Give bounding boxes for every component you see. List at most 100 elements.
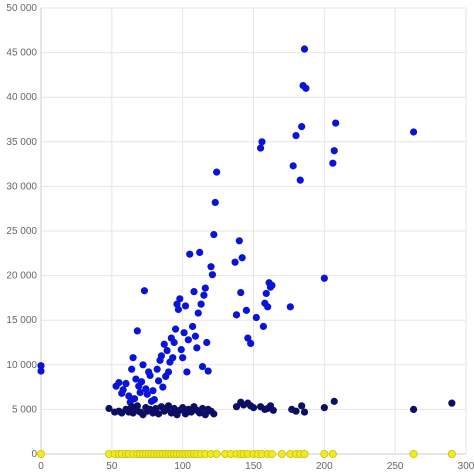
data-point (292, 131, 300, 140)
data-point (238, 254, 246, 262)
x-tick-label: 200 (316, 461, 333, 472)
tick-labels: 0 5 000 10 000 15 000 20 000 25 000 30 000 35 0… (6, 3, 474, 472)
data-point (328, 449, 337, 458)
data-point (196, 248, 204, 257)
data-point (154, 410, 163, 418)
data-point (188, 322, 197, 331)
data-point (186, 250, 194, 258)
data-point (149, 387, 157, 395)
data-point (169, 354, 177, 362)
data-point (259, 322, 268, 331)
data-point (201, 411, 209, 419)
x-tick-label: 300 (458, 461, 474, 472)
data-point (232, 311, 241, 319)
data-point (136, 388, 144, 397)
data-point (212, 449, 221, 458)
data-point (139, 361, 147, 369)
data-point (264, 303, 272, 311)
data-point (201, 284, 209, 292)
data-point (184, 336, 192, 344)
data-point (232, 403, 241, 411)
data-point (447, 449, 456, 458)
data-point (249, 404, 258, 412)
data-point (157, 352, 166, 360)
series-2 (37, 449, 456, 458)
data-point (37, 449, 46, 458)
data-point (133, 327, 141, 335)
data-point (174, 305, 183, 314)
y-tick-label: 45 000 (6, 48, 37, 59)
data-point (125, 392, 133, 400)
data-point (211, 198, 219, 207)
data-point (128, 365, 136, 373)
y-tick-label: 40 000 (6, 92, 37, 103)
data-point (143, 390, 151, 398)
data-point (133, 402, 141, 410)
data-point (235, 237, 243, 245)
data-point (37, 362, 45, 370)
y-tick-label: 10 000 (6, 360, 37, 371)
data-point (409, 405, 418, 413)
data-point (320, 404, 328, 412)
data-point (129, 354, 137, 362)
data-point (300, 408, 309, 416)
series-0 (37, 45, 418, 406)
data-point (194, 309, 202, 317)
data-point (137, 378, 146, 386)
data-point (176, 295, 184, 303)
y-tick-label: 15 000 (6, 315, 37, 326)
data-point (170, 404, 178, 413)
data-point (183, 368, 191, 376)
y-tick-label: 25 000 (6, 226, 37, 237)
data-point (191, 332, 200, 340)
x-tick-label: 100 (174, 461, 191, 472)
data-point (177, 346, 185, 354)
x-tick-label: 250 (387, 461, 404, 472)
data-point (159, 383, 167, 391)
data-point (150, 395, 158, 404)
data-point (296, 176, 304, 184)
data-point (193, 344, 201, 352)
data-point (300, 45, 309, 53)
data-point (146, 371, 154, 380)
y-tick-label: 20 000 (6, 271, 37, 282)
data-point (164, 402, 173, 410)
data-point (119, 386, 127, 394)
data-point (160, 340, 168, 348)
data-point (409, 449, 418, 458)
data-point (320, 274, 328, 282)
data-point (277, 449, 286, 458)
data-point (208, 271, 217, 279)
y-tick-label: 35 000 (6, 137, 37, 148)
data-point (37, 367, 45, 375)
data-point (171, 325, 180, 333)
data-point (140, 287, 149, 295)
data-point (298, 123, 306, 131)
data-point (204, 367, 212, 375)
data-point (330, 397, 338, 405)
data-point (187, 408, 195, 416)
data-point (237, 288, 245, 297)
data-point (190, 288, 198, 296)
data-point (269, 406, 277, 414)
data-points (37, 45, 456, 458)
data-point (247, 339, 255, 347)
data-point (198, 362, 207, 371)
data-point (210, 230, 218, 239)
data-point (258, 138, 266, 146)
data-point (332, 119, 340, 127)
data-point (300, 449, 309, 458)
data-point (197, 300, 205, 308)
data-point (448, 399, 456, 407)
data-point (105, 404, 113, 413)
data-point (302, 84, 310, 92)
data-point (179, 404, 187, 412)
data-point (320, 449, 329, 458)
data-point (409, 128, 418, 136)
data-point (242, 306, 251, 314)
data-point (210, 410, 218, 418)
data-point (244, 334, 252, 342)
y-tick-label: 5 000 (12, 404, 37, 415)
